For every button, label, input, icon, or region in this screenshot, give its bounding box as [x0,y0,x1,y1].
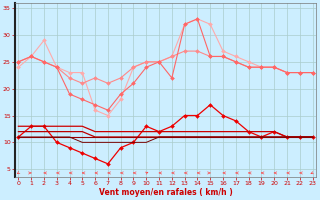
X-axis label: Vent moyen/en rafales ( km/h ): Vent moyen/en rafales ( km/h ) [99,188,232,197]
